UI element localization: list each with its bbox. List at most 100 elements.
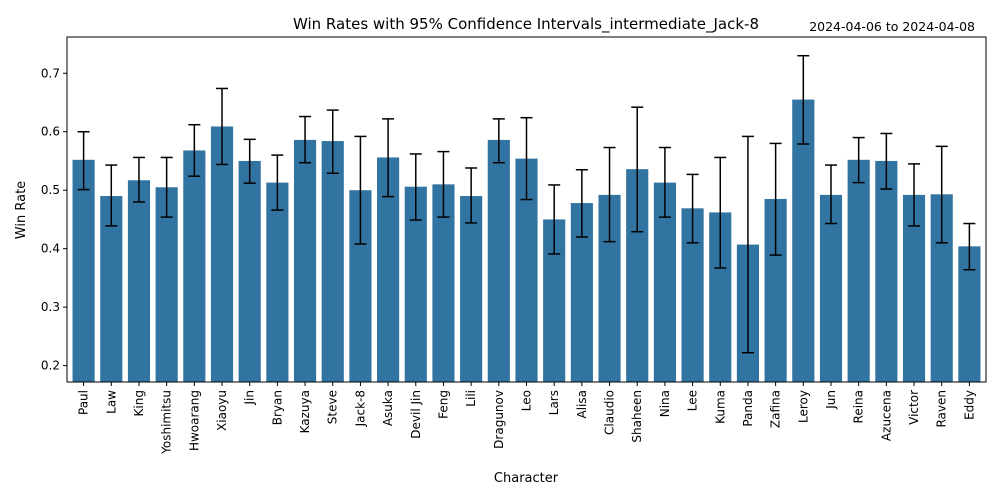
error-bar — [520, 116, 533, 201]
y-tick-label: 0.2 — [41, 359, 60, 373]
x-tick-label: Zafina — [769, 390, 783, 428]
error-bar — [880, 132, 893, 190]
x-tick-label: Azucena — [879, 390, 893, 441]
bar-law — [100, 196, 123, 382]
bar-raven — [930, 194, 953, 382]
bar-jun — [819, 194, 843, 382]
bar-hwoarang — [183, 150, 206, 382]
bar-lili — [460, 196, 483, 382]
bar-steve — [321, 141, 344, 382]
bar-alisa — [570, 203, 593, 382]
bars-group — [72, 99, 981, 383]
error-bar — [769, 142, 782, 256]
bar-king — [127, 180, 151, 382]
bar-asuka — [377, 157, 400, 382]
bar-lars — [543, 219, 566, 382]
error-bar — [409, 153, 422, 221]
bar-xiaoyu — [210, 126, 234, 383]
bar-shaheen — [626, 169, 649, 382]
x-tick-label: Kuma — [713, 390, 727, 424]
error-bar — [132, 156, 145, 203]
error-bar — [658, 146, 671, 218]
error-bar — [77, 130, 90, 191]
error-bar — [437, 150, 450, 218]
error-bar — [575, 168, 588, 238]
x-tick-label: Bryan — [270, 390, 284, 425]
x-tick-label: Reina — [852, 390, 866, 423]
x-tick-label: Jack-8 — [353, 390, 367, 427]
error-bar — [465, 167, 478, 224]
error-bar — [299, 115, 312, 164]
bar-jin — [238, 160, 261, 382]
bar-leo — [515, 158, 538, 382]
error-bar — [824, 164, 837, 225]
y-tick-label: 0.6 — [41, 125, 60, 139]
error-bar — [714, 156, 727, 269]
bar-lee — [681, 208, 704, 382]
x-tick-label: Leo — [520, 390, 534, 411]
bar-nina — [653, 182, 676, 382]
x-tick-label: Xiaoyu — [215, 390, 229, 431]
bar-feng — [432, 184, 455, 382]
error-bars-group — [77, 54, 976, 354]
x-tick-label: Steve — [326, 390, 340, 424]
x-tick-label: Eddy — [962, 390, 976, 420]
x-tick-label: Jin — [243, 390, 257, 405]
bar-jack-8 — [349, 190, 372, 382]
y-tick-label: 0.7 — [41, 66, 60, 80]
error-bar — [741, 135, 754, 354]
x-tick-label: Lee — [686, 390, 700, 411]
error-bar — [603, 146, 616, 243]
error-bar — [188, 123, 201, 177]
x-tick-label: Lili — [464, 390, 478, 407]
bar-bryan — [266, 182, 289, 382]
error-bar — [852, 136, 865, 184]
x-tick-label: Law — [104, 390, 118, 414]
bar-eddy — [958, 246, 981, 382]
bar-azucena — [875, 160, 898, 382]
error-bar — [216, 87, 229, 166]
x-tick-label: Feng — [436, 390, 450, 419]
x-tick-label: Asuka — [381, 390, 395, 426]
x-tick-label: Devil Jin — [409, 390, 423, 439]
bar-paul — [72, 159, 95, 382]
x-tick-label: Nina — [658, 390, 672, 417]
error-bar — [160, 156, 173, 218]
bar-kazuya — [293, 139, 317, 382]
error-bar — [935, 145, 948, 244]
error-bar — [105, 164, 118, 227]
error-bar — [797, 54, 810, 145]
error-bar — [271, 154, 284, 211]
x-tick-label: Jun — [824, 390, 838, 410]
x-tick-label: Leroy — [796, 390, 810, 423]
bar-reina — [847, 159, 870, 382]
y-axis: 0.2 0.3 0.4 0.5 0.6 0.7 — [41, 66, 67, 373]
x-tick-label: Hwoarang — [187, 390, 201, 451]
error-bar — [686, 173, 699, 244]
plot-frame — [66, 36, 987, 383]
error-bar — [963, 222, 976, 271]
bar-devil-jin — [404, 186, 427, 382]
x-axis: Paul Law King Yoshimitsu Hwoarang Xiaoyu Jin Br… — [77, 382, 976, 455]
x-tick-label: Lars — [547, 390, 561, 415]
x-tick-label: Panda — [741, 390, 755, 427]
chart-subtitle: 2024-04-06 to 2024-04-08 — [809, 19, 975, 34]
error-bar — [548, 184, 561, 255]
bar-dragunov — [487, 139, 510, 382]
x-tick-label: Paul — [77, 390, 91, 415]
x-tick-label: Raven — [935, 390, 949, 428]
x-tick-label: Dragunov — [492, 390, 506, 449]
y-tick-label: 0.4 — [41, 242, 60, 256]
y-tick-label: 0.3 — [41, 300, 60, 314]
chart-title: Win Rates with 95% Confidence Intervals_… — [293, 15, 759, 34]
y-axis-label: Win Rate — [14, 181, 29, 239]
bar-kuma — [709, 212, 732, 382]
x-tick-label: Victor — [907, 390, 921, 425]
y-tick-label: 0.5 — [41, 183, 60, 197]
error-bar — [326, 109, 339, 174]
error-bar — [492, 118, 505, 164]
error-bar — [354, 135, 367, 245]
bar-victor — [902, 194, 926, 382]
x-tick-label: Claudio — [603, 390, 617, 435]
bar-yoshimitsu — [155, 187, 178, 382]
